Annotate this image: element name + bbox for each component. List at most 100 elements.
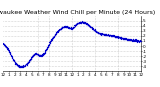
Point	[53, 35, 56, 37]
Point	[29, 58, 32, 59]
Point	[28, 60, 31, 61]
Point	[86, 23, 89, 25]
Point	[30, 58, 32, 60]
Point	[67, 27, 70, 28]
Point	[104, 34, 107, 35]
Point	[73, 26, 75, 27]
Point	[124, 38, 126, 40]
Point	[60, 27, 63, 29]
Point	[23, 65, 25, 66]
Point	[70, 28, 73, 29]
Point	[36, 53, 39, 55]
Point	[68, 26, 70, 28]
Point	[76, 22, 78, 24]
Point	[84, 23, 87, 24]
Point	[5, 47, 8, 48]
Point	[44, 52, 46, 53]
Point	[53, 35, 56, 37]
Point	[9, 52, 11, 54]
Point	[68, 27, 70, 29]
Point	[32, 55, 35, 56]
Point	[112, 34, 115, 36]
Point	[80, 21, 83, 23]
Point	[4, 45, 7, 47]
Point	[43, 52, 46, 54]
Point	[126, 39, 129, 40]
Point	[29, 59, 31, 60]
Point	[10, 54, 12, 56]
Point	[36, 54, 39, 55]
Point	[13, 61, 16, 62]
Point	[102, 34, 104, 35]
Point	[77, 22, 80, 24]
Point	[74, 25, 77, 26]
Point	[46, 47, 48, 49]
Point	[84, 22, 86, 23]
Point	[32, 55, 34, 56]
Point	[96, 32, 99, 33]
Point	[89, 26, 91, 28]
Point	[29, 58, 32, 59]
Point	[52, 36, 55, 37]
Point	[38, 55, 41, 56]
Point	[82, 22, 84, 23]
Point	[31, 55, 34, 57]
Point	[79, 21, 82, 22]
Point	[90, 26, 92, 28]
Point	[116, 36, 119, 37]
Point	[100, 33, 103, 35]
Point	[137, 40, 139, 41]
Point	[136, 40, 139, 41]
Point	[91, 27, 93, 28]
Point	[88, 25, 91, 26]
Point	[87, 24, 89, 26]
Point	[87, 24, 90, 26]
Point	[79, 21, 82, 23]
Point	[112, 35, 114, 36]
Point	[30, 57, 33, 58]
Point	[11, 56, 13, 58]
Point	[17, 65, 20, 66]
Point	[79, 22, 82, 23]
Point	[125, 38, 127, 39]
Point	[47, 44, 50, 46]
Point	[119, 37, 122, 39]
Point	[69, 28, 71, 29]
Point	[21, 65, 24, 66]
Point	[129, 38, 132, 39]
Point	[51, 39, 53, 40]
Point	[70, 28, 72, 30]
Point	[24, 64, 27, 65]
Point	[20, 65, 22, 67]
Point	[94, 29, 96, 30]
Point	[137, 40, 140, 42]
Point	[24, 63, 27, 65]
Point	[94, 30, 97, 31]
Point	[86, 24, 89, 25]
Point	[57, 29, 60, 31]
Point	[108, 35, 111, 36]
Point	[131, 39, 134, 41]
Point	[64, 26, 66, 27]
Point	[25, 63, 28, 65]
Point	[54, 33, 57, 34]
Point	[107, 34, 109, 36]
Point	[85, 22, 87, 24]
Point	[132, 39, 134, 41]
Point	[51, 37, 54, 38]
Point	[128, 39, 131, 41]
Point	[25, 64, 27, 65]
Point	[104, 34, 106, 36]
Point	[47, 44, 50, 46]
Point	[123, 38, 126, 39]
Point	[100, 33, 103, 34]
Point	[19, 66, 22, 67]
Point	[40, 55, 43, 56]
Point	[16, 64, 19, 65]
Point	[115, 36, 118, 37]
Point	[91, 27, 93, 28]
Point	[121, 38, 123, 39]
Point	[99, 33, 101, 34]
Point	[89, 26, 92, 28]
Point	[120, 37, 122, 38]
